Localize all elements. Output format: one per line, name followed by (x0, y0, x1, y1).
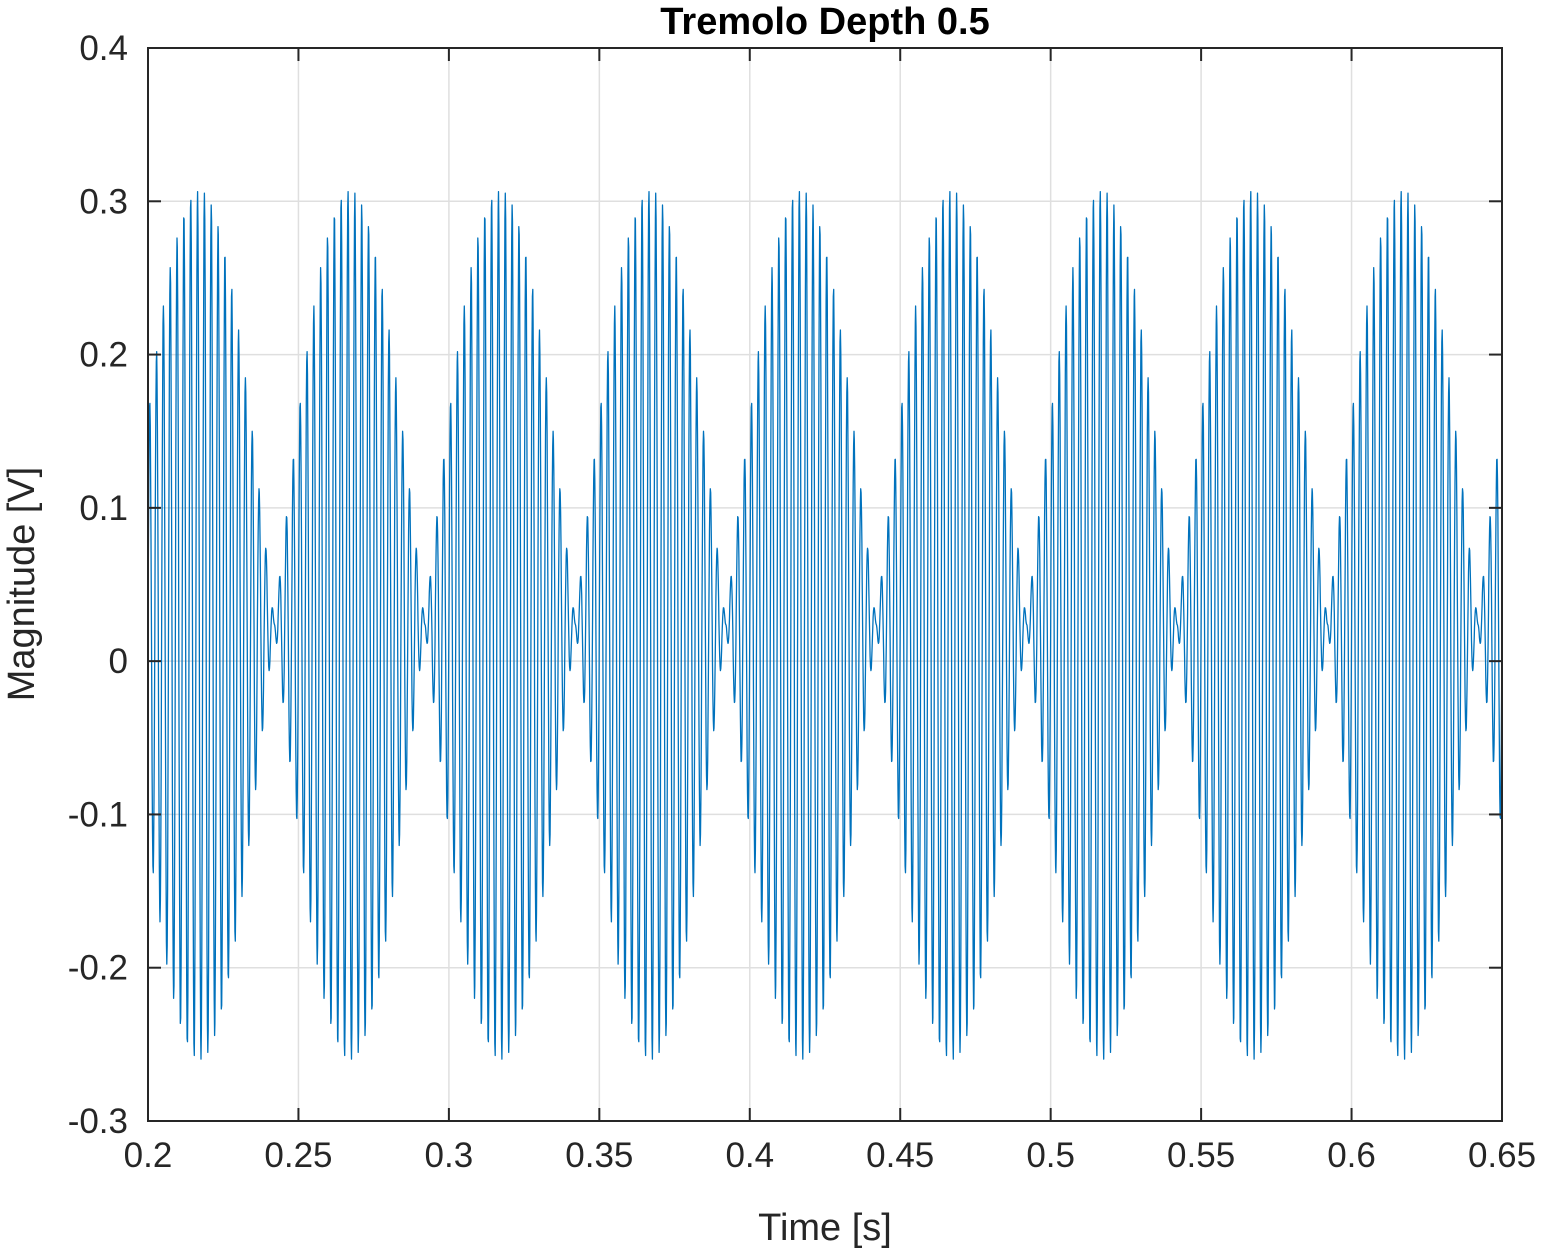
y-axis-label: Magnitude [V] (1, 467, 43, 701)
y-tick-label: -0.2 (68, 949, 128, 988)
y-tick-label: 0.2 (79, 336, 128, 375)
series-group (147, 190, 1503, 1060)
axes-box (147, 47, 1503, 1122)
x-tick-label: 0.4 (725, 1136, 774, 1175)
y-tick-labels: -0.3 -0.2 -0.1 0 0.1 0.2 0.3 0.4 (68, 29, 128, 1141)
chart-title: Tremolo Depth 0.5 (660, 1, 989, 43)
x-tick-label: 0.6 (1327, 1136, 1376, 1175)
x-tick-labels: 0.2 0.25 0.3 0.35 0.4 0.45 0.5 0.55 0.6 0.65 (124, 1136, 1536, 1175)
series-line (147, 190, 1503, 1060)
y-tick-label: -0.3 (68, 1102, 128, 1141)
x-tick-label: 0.35 (565, 1136, 633, 1175)
y-tick-label: 0.1 (79, 489, 128, 528)
x-tick-label: 0.3 (425, 1136, 474, 1175)
x-tick-label: 0.65 (1468, 1136, 1536, 1175)
x-tick-label: 0.45 (866, 1136, 934, 1175)
x-tick-label: 0.2 (124, 1136, 173, 1175)
y-tick-label: 0 (109, 642, 128, 681)
x-axis-label: Time [s] (758, 1207, 892, 1249)
x-tick-label: 0.25 (264, 1136, 332, 1175)
tick-marks (147, 47, 1503, 1122)
y-tick-label: 0.3 (79, 182, 128, 221)
y-tick-label: 0.4 (79, 29, 128, 68)
x-tick-label: 0.5 (1026, 1136, 1075, 1175)
x-tick-label: 0.55 (1167, 1136, 1235, 1175)
y-tick-label: -0.1 (68, 795, 128, 834)
